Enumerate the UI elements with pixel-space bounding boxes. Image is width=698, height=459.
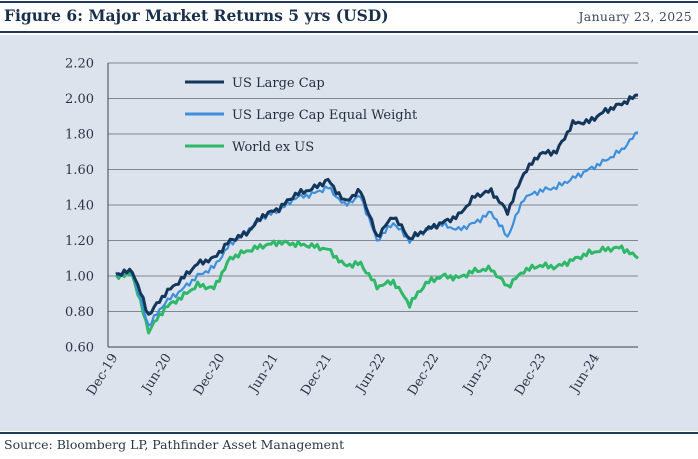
y-tick-label: 1.00 bbox=[65, 270, 94, 285]
legend: US Large Cap US Large Cap Equal Weight Wor… bbox=[185, 76, 418, 155]
series-line-world-ex-us bbox=[114, 239, 639, 335]
returns-line-chart: 2.20 2.00 1.80 1.60 1.40 1.20 1.00 0.80 0.60 Dec… bbox=[65, 57, 639, 398]
y-tick-label: 1.80 bbox=[65, 128, 94, 143]
legend-label: World ex US bbox=[232, 140, 314, 155]
x-tick-label: Jun-22 bbox=[352, 351, 389, 397]
gridlines bbox=[108, 62, 638, 348]
legend-label: US Large Cap bbox=[232, 76, 325, 91]
y-tick-labels: 2.20 2.00 1.80 1.60 1.40 1.20 1.00 0.80 0.60 bbox=[65, 57, 94, 356]
x-tick-label: Jun-20 bbox=[138, 351, 175, 397]
x-tick-label: Dec-19 bbox=[84, 351, 121, 398]
series-lines bbox=[114, 93, 639, 335]
source-note: Source: Bloomberg LP, Pathfinder Asset M… bbox=[4, 437, 345, 452]
y-tick-label: 1.20 bbox=[65, 234, 94, 249]
figure-date: January 23, 2025 bbox=[578, 9, 692, 24]
y-tick-label: 0.80 bbox=[65, 305, 94, 320]
legend-label: US Large Cap Equal Weight bbox=[232, 108, 418, 123]
x-tick-label: Dec-23 bbox=[512, 351, 549, 398]
figure-title: Figure 6: Major Market Returns 5 yrs (US… bbox=[4, 6, 389, 25]
x-tick-label: Jun-21 bbox=[245, 351, 282, 397]
x-tick-labels: Dec-19 Jun-20 Dec-20 Jun-21 Dec-21 Jun-22 Dec-… bbox=[84, 351, 603, 398]
header-top-rule bbox=[0, 1, 698, 3]
series-line-us-large-cap-equal-weight bbox=[115, 131, 639, 327]
y-tick-label: 1.60 bbox=[65, 163, 94, 178]
y-tick-label: 2.00 bbox=[65, 92, 94, 107]
x-tick-label: Dec-20 bbox=[191, 351, 228, 398]
x-tick-label: Dec-22 bbox=[405, 351, 442, 398]
header-bottom-rule bbox=[0, 31, 698, 33]
x-tick-label: Dec-21 bbox=[298, 351, 335, 398]
x-tick-label: Jun-24 bbox=[566, 351, 603, 397]
series-line-us-large-cap bbox=[115, 93, 639, 316]
y-tick-label: 0.60 bbox=[65, 341, 94, 356]
y-tick-label: 2.20 bbox=[65, 57, 94, 72]
footer-top-rule bbox=[0, 432, 698, 434]
x-tick-label: Jun-23 bbox=[459, 351, 496, 397]
chart-panel: 2.20 2.00 1.80 1.60 1.40 1.20 1.00 0.80 0.60 Dec… bbox=[0, 35, 698, 431]
y-tick-label: 1.40 bbox=[65, 199, 94, 214]
axes bbox=[107, 63, 638, 348]
